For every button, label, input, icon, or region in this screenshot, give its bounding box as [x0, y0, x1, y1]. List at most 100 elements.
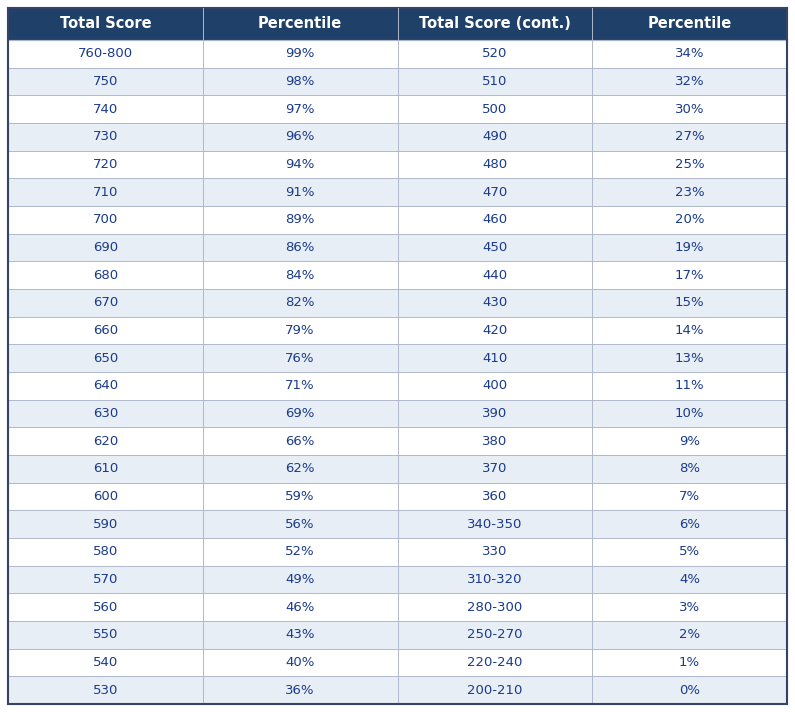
Bar	[8, 593, 203, 621]
Text: 520: 520	[483, 47, 507, 61]
Bar	[8, 511, 203, 538]
Text: 440: 440	[483, 268, 507, 282]
Text: 82%: 82%	[285, 296, 315, 309]
Text: 500: 500	[483, 103, 507, 115]
Text: 84%: 84%	[285, 268, 315, 282]
Bar	[592, 123, 787, 151]
Text: 52%: 52%	[285, 545, 315, 558]
Text: 370: 370	[483, 462, 507, 476]
Bar	[592, 565, 787, 593]
Text: 66%: 66%	[285, 434, 315, 448]
Text: 530: 530	[93, 684, 118, 696]
Bar	[592, 317, 787, 345]
Text: 620: 620	[93, 434, 118, 448]
Text: 43%: 43%	[285, 628, 315, 642]
Bar	[592, 234, 787, 261]
Bar	[398, 565, 592, 593]
Text: Total Score: Total Score	[60, 16, 151, 31]
Bar	[398, 455, 592, 483]
Bar	[203, 123, 398, 151]
Bar	[8, 8, 203, 40]
Bar	[8, 538, 203, 565]
Bar	[592, 261, 787, 289]
Text: 450: 450	[483, 241, 507, 254]
Bar	[398, 289, 592, 317]
Text: 8%: 8%	[679, 462, 700, 476]
Text: 330: 330	[483, 545, 507, 558]
Bar	[592, 483, 787, 511]
Text: Percentile: Percentile	[258, 16, 343, 31]
Bar	[8, 95, 203, 123]
Text: 420: 420	[483, 324, 507, 337]
Bar	[398, 427, 592, 455]
Text: 89%: 89%	[285, 214, 315, 226]
Text: 62%: 62%	[285, 462, 315, 476]
Bar	[592, 40, 787, 68]
Bar	[203, 261, 398, 289]
Text: 550: 550	[93, 628, 118, 642]
Text: 2%: 2%	[679, 628, 700, 642]
Text: 59%: 59%	[285, 490, 315, 503]
Bar	[8, 455, 203, 483]
Text: 410: 410	[483, 352, 507, 365]
Bar	[8, 676, 203, 704]
Text: 730: 730	[93, 130, 118, 143]
Bar	[398, 538, 592, 565]
Text: Percentile: Percentile	[647, 16, 731, 31]
Bar	[398, 95, 592, 123]
Text: 640: 640	[93, 379, 118, 392]
Text: 740: 740	[93, 103, 118, 115]
Bar	[592, 538, 787, 565]
Bar	[398, 593, 592, 621]
Text: 380: 380	[483, 434, 507, 448]
Bar	[203, 345, 398, 372]
Bar	[203, 372, 398, 399]
Bar	[398, 621, 592, 649]
Text: 280-300: 280-300	[467, 601, 522, 614]
Bar	[398, 676, 592, 704]
Bar	[8, 399, 203, 427]
Bar	[592, 427, 787, 455]
Text: 99%: 99%	[285, 47, 315, 61]
Bar	[592, 345, 787, 372]
Text: 5%: 5%	[679, 545, 700, 558]
Text: 7%: 7%	[679, 490, 700, 503]
Bar	[8, 427, 203, 455]
Text: 310-320: 310-320	[467, 573, 522, 586]
Text: 30%: 30%	[675, 103, 704, 115]
Bar	[398, 317, 592, 345]
Text: 250-270: 250-270	[467, 628, 522, 642]
Text: 98%: 98%	[285, 75, 315, 88]
Text: 750: 750	[93, 75, 118, 88]
Bar	[8, 649, 203, 676]
Bar	[398, 8, 592, 40]
Text: 360: 360	[483, 490, 507, 503]
Text: 540: 540	[93, 656, 118, 669]
Bar	[592, 399, 787, 427]
Bar	[203, 621, 398, 649]
Text: 27%: 27%	[675, 130, 704, 143]
Bar	[398, 649, 592, 676]
Bar	[398, 151, 592, 178]
Bar	[203, 511, 398, 538]
Text: 34%: 34%	[675, 47, 704, 61]
Text: 220-240: 220-240	[467, 656, 522, 669]
Text: Total Score (cont.): Total Score (cont.)	[419, 16, 571, 31]
Bar	[592, 455, 787, 483]
Bar	[8, 289, 203, 317]
Bar	[8, 206, 203, 234]
Bar	[203, 565, 398, 593]
Text: 200-210: 200-210	[467, 684, 522, 696]
Text: 600: 600	[93, 490, 118, 503]
Bar	[398, 40, 592, 68]
Text: 20%: 20%	[675, 214, 704, 226]
Bar	[203, 593, 398, 621]
Text: 510: 510	[483, 75, 507, 88]
Bar	[398, 234, 592, 261]
Bar	[592, 676, 787, 704]
Text: 720: 720	[93, 158, 118, 171]
Bar	[203, 68, 398, 95]
Bar	[592, 206, 787, 234]
Text: 570: 570	[93, 573, 118, 586]
Text: 13%: 13%	[675, 352, 704, 365]
